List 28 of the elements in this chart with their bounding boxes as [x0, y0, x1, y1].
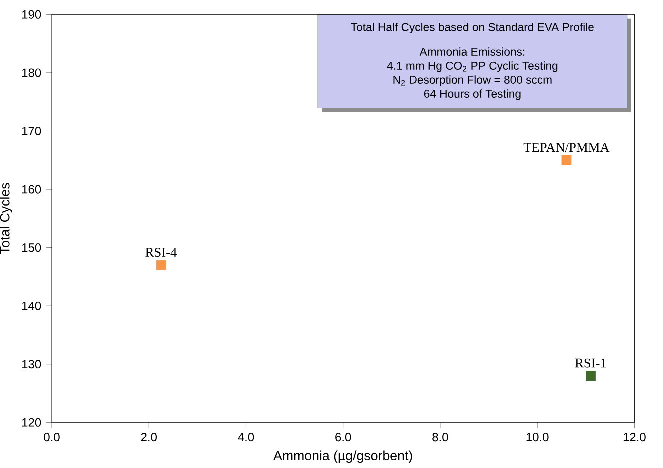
- point: [562, 155, 572, 166]
- series-label: TEPAN/PMMA: [524, 143, 610, 152]
- annotation: Ammonia Emissions:: [420, 48, 525, 56]
- series-label: RSI-4: [146, 248, 177, 258]
- x-tick-label: 12.0: [624, 433, 646, 442]
- y-tick-label: 140: [22, 302, 42, 310]
- x-tick-label: 4.0: [238, 433, 254, 442]
- point: [586, 371, 596, 381]
- x-axis-title: Ammonia (µg/gsorbent): [274, 450, 412, 464]
- annotation: N$_{2}$ Desorption Flow = 800 sccm: [394, 76, 552, 86]
- y-tick-label: 190: [22, 10, 42, 19]
- series-label: RSI-1: [575, 358, 606, 368]
- x-tick-label: 8.0: [432, 433, 448, 442]
- annotation: 4.1 mm Hg CO$_{2}$ PP Cyclic Testing: [387, 62, 558, 72]
- y-tick-label: 150: [22, 244, 42, 252]
- y-tick-label: 180: [22, 68, 42, 78]
- x-tick-label: 6.0: [336, 433, 352, 442]
- y-axis-title: Total Cycles: [0, 183, 12, 254]
- x-tick-label: 10.0: [526, 433, 549, 442]
- annotation: 64 Hours of Testing: [424, 90, 521, 100]
- x-tick-label: 2.0: [141, 433, 157, 442]
- y-tick-label: 170: [22, 126, 42, 136]
- y-tick-label: 160: [22, 185, 42, 194]
- annotation: Total Half Cycles based on Standard EVA Profile: [351, 22, 594, 34]
- y-tick-label: 120: [22, 418, 42, 427]
- y-tick-label: 130: [22, 360, 42, 369]
- x-tick-label: 0.0: [44, 433, 60, 442]
- point: [156, 260, 166, 270]
